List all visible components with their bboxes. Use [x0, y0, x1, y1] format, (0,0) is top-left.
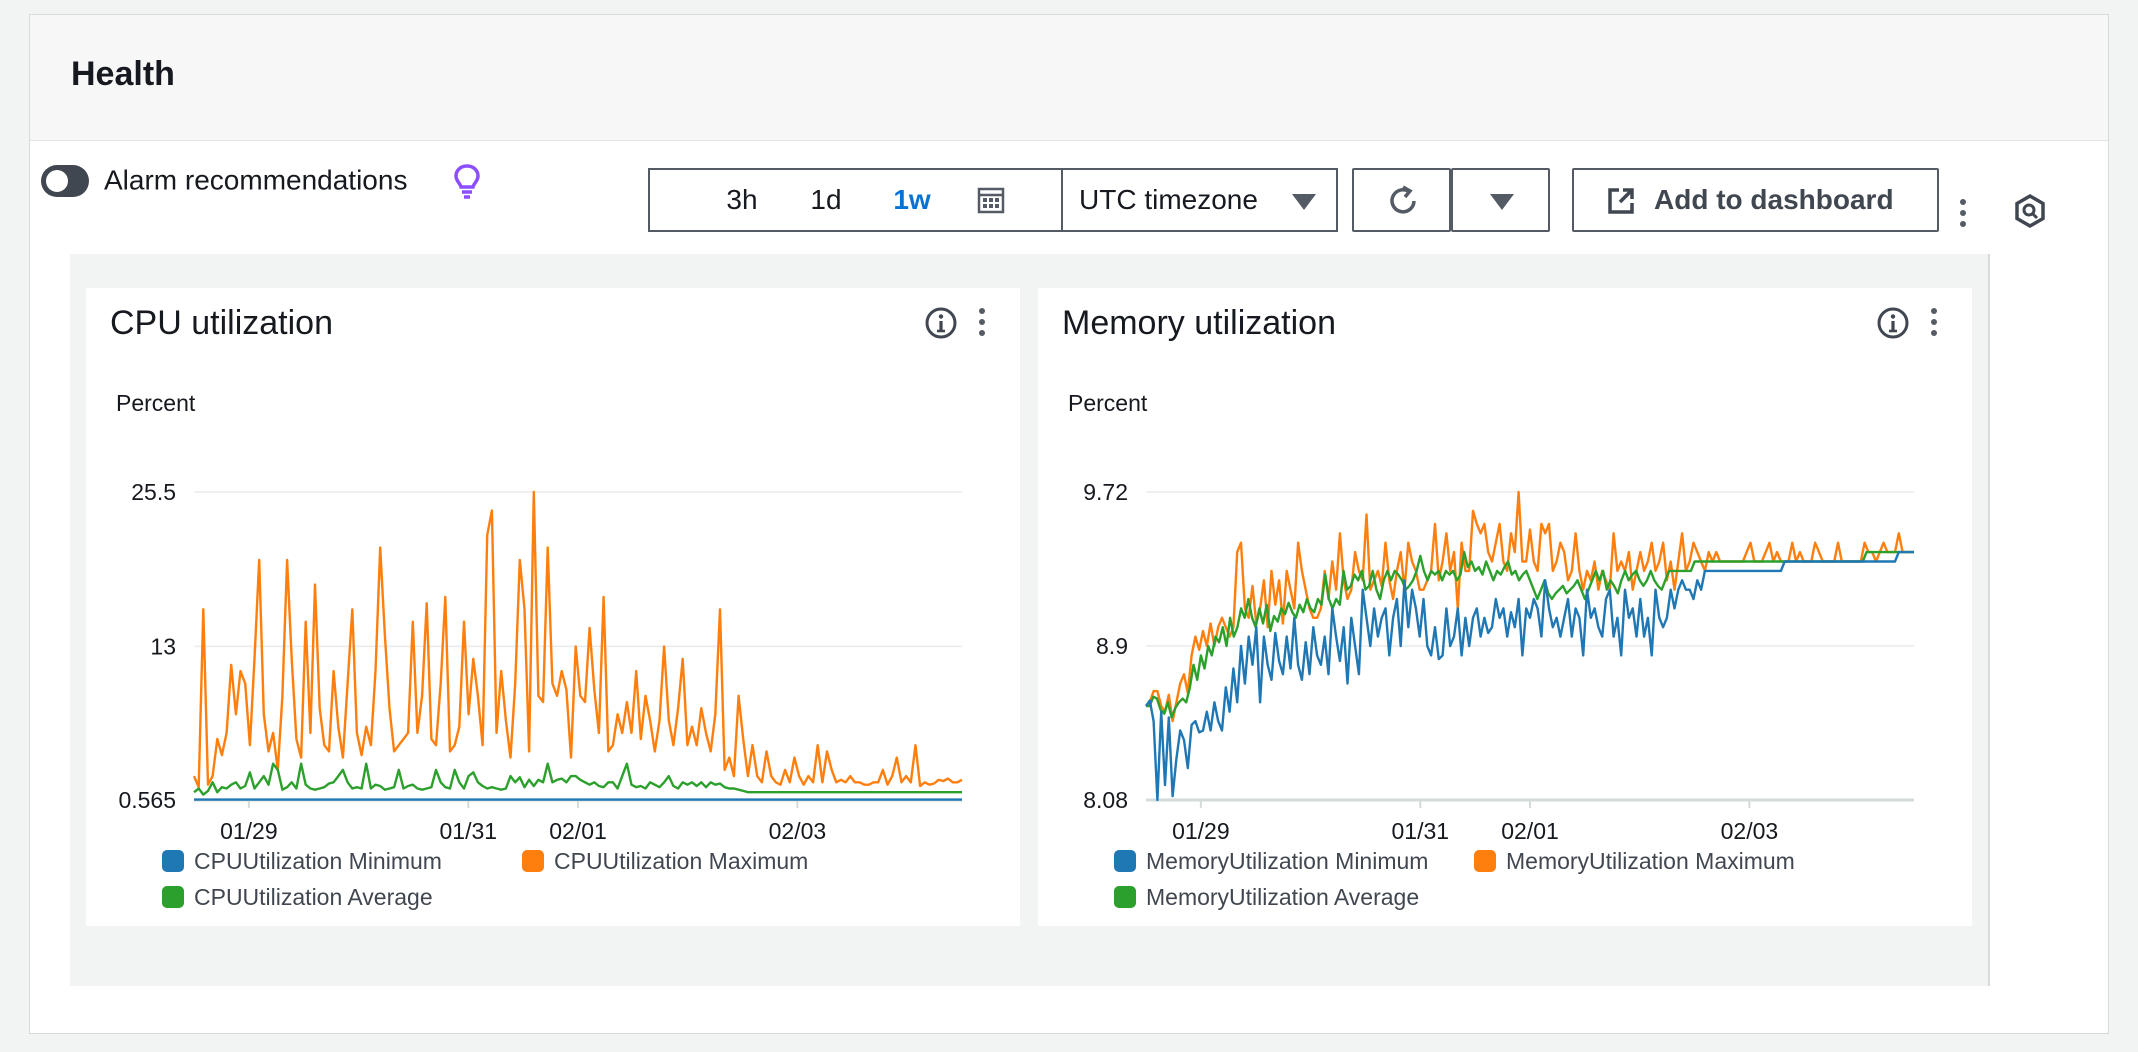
memory-utilization-widget: Memory utilization Percent 9.72 8.9 8.08 01/… — [1038, 288, 1972, 926]
widget-title: Memory utilization — [1062, 304, 1336, 342]
y-tick-label: 8.08 — [1083, 787, 1128, 813]
legend-swatch — [1474, 850, 1496, 872]
legend-swatch — [1114, 886, 1136, 908]
cpu-utilization-chart: Percent 25.5 13 0.565 01/29 01/31 02/01 02/03 CP… — [116, 390, 963, 910]
y-tick-label: 9.72 — [1083, 479, 1128, 505]
refresh-options-dropdown[interactable] — [1451, 168, 1550, 232]
legend-swatch — [522, 850, 544, 872]
caret-down-icon — [1490, 194, 1514, 210]
timezone-select[interactable]: UTC timezone — [1061, 168, 1338, 232]
calendar-icon[interactable] — [976, 185, 1006, 215]
refresh-button[interactable] — [1352, 168, 1451, 232]
range-3h-button[interactable]: 3h — [726, 184, 758, 215]
toggle-knob — [46, 170, 68, 192]
x-tick-label: 01/29 — [1172, 818, 1230, 844]
y-axis-label: Percent — [116, 390, 196, 416]
panel-header: Health — [30, 15, 2108, 141]
time-range-group: 3h 1d 1w — [648, 168, 1063, 232]
toolbar: 3h 1d 1w UTC timezone Add to dashboard — [648, 168, 1949, 232]
panel-actions-menu-icon[interactable] — [1957, 199, 1969, 235]
legend-item: MemoryUtilization Average — [1146, 884, 1419, 910]
info-icon[interactable] — [924, 306, 958, 340]
application-signals-icon[interactable] — [2012, 193, 2048, 229]
series-line — [192, 490, 963, 789]
range-1d-button[interactable]: 1d — [810, 184, 842, 215]
x-tick-label: 02/03 — [1721, 818, 1779, 844]
widget-menu-icon[interactable] — [976, 308, 988, 344]
x-tick-label: 02/01 — [549, 818, 607, 844]
y-tick-label: 25.5 — [131, 479, 176, 505]
legend-item: CPUUtilization Maximum — [554, 848, 808, 874]
add-to-dashboard-label: Add to dashboard — [1654, 184, 1894, 215]
widget-title: CPU utilization — [110, 304, 333, 342]
legend-swatch — [1114, 850, 1136, 872]
x-tick-label: 02/01 — [1501, 818, 1559, 844]
legend-item: MemoryUtilization Maximum — [1506, 848, 1795, 874]
legend-item: MemoryUtilization Minimum — [1146, 848, 1428, 874]
legend-swatch — [162, 886, 184, 908]
legend-item: CPUUtilization Average — [194, 884, 433, 910]
series-line — [1145, 550, 1914, 802]
x-tick-label: 01/29 — [220, 818, 278, 844]
legend-item: CPUUtilization Minimum — [194, 848, 442, 874]
widget-menu-icon[interactable] — [1928, 308, 1940, 344]
range-1w-button[interactable]: 1w — [893, 184, 931, 215]
info-icon[interactable] — [1876, 306, 1910, 340]
y-tick-label: 0.565 — [118, 787, 176, 813]
x-tick-label: 02/03 — [769, 818, 827, 844]
memory-utilization-chart: Percent 9.72 8.9 8.08 01/29 01/31 02/01 02/03 Me… — [1068, 390, 1914, 910]
metrics-widget-area: CPU utilization Percent 25.5 13 0.565 01/29 0… — [70, 254, 1990, 986]
caret-down-icon — [1292, 194, 1316, 210]
legend-swatch — [162, 850, 184, 872]
panel-title: Health — [71, 55, 175, 93]
refresh-icon — [1390, 185, 1416, 214]
series-line — [193, 762, 962, 796]
add-to-dashboard-button[interactable]: Add to dashboard — [1572, 168, 1939, 232]
timezone-label: UTC timezone — [1079, 184, 1258, 215]
alarm-recommendations-toggle[interactable] — [41, 165, 89, 197]
external-link-icon — [1608, 188, 1634, 214]
lightbulb-icon[interactable] — [452, 162, 482, 202]
y-axis-label: Percent — [1068, 390, 1148, 416]
x-tick-label: 01/31 — [440, 818, 498, 844]
cpu-utilization-widget: CPU utilization Percent 25.5 13 0.565 01/29 0… — [86, 288, 1020, 926]
alarm-recommendations-label: Alarm recommendations — [104, 164, 408, 196]
y-tick-label: 8.9 — [1096, 633, 1128, 659]
y-tick-label: 13 — [150, 633, 176, 659]
x-tick-label: 01/31 — [1392, 818, 1450, 844]
